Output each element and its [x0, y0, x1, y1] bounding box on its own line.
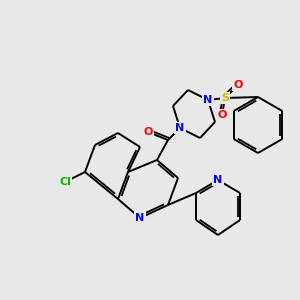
Text: N: N — [135, 213, 145, 223]
Text: Cl: Cl — [59, 177, 71, 187]
Text: N: N — [203, 95, 213, 105]
Text: O: O — [217, 110, 227, 120]
Text: N: N — [213, 175, 223, 185]
Text: N: N — [176, 123, 184, 133]
Text: O: O — [233, 80, 243, 90]
Text: O: O — [143, 127, 153, 137]
Text: S: S — [221, 93, 229, 103]
